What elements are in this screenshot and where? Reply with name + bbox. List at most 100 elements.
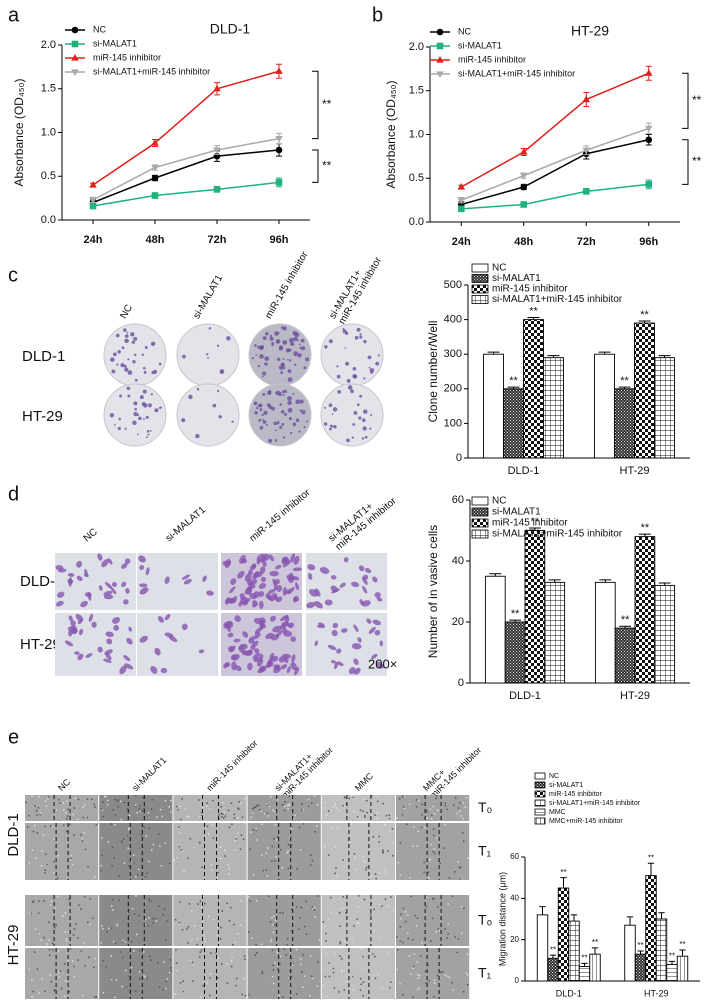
speckle	[447, 903, 450, 905]
speckle	[456, 812, 458, 815]
colony	[359, 335, 363, 339]
speckle	[103, 795, 106, 798]
cell	[307, 572, 313, 580]
speckle	[438, 976, 441, 979]
speckle	[135, 875, 137, 878]
speckle	[301, 809, 303, 811]
error-bar	[570, 914, 578, 922]
speckle	[80, 834, 82, 836]
speckle	[143, 975, 145, 977]
speckle	[434, 982, 436, 984]
cell	[105, 631, 114, 638]
speckle	[432, 897, 434, 900]
speckle	[51, 942, 54, 945]
speckle	[152, 917, 154, 920]
speckle	[314, 916, 316, 918]
series-line	[460, 127, 649, 201]
speckle	[83, 832, 86, 834]
speckle	[328, 975, 331, 978]
speckle	[399, 940, 401, 942]
colony	[262, 420, 267, 424]
error-bar	[549, 954, 557, 959]
cell	[237, 570, 245, 579]
speckle	[114, 824, 116, 826]
point	[275, 179, 283, 186]
speckle	[32, 901, 34, 903]
cell	[248, 638, 255, 644]
legend-label: si-MALAT1+miR-145 inhibitor	[492, 294, 623, 305]
speckle	[377, 800, 379, 803]
legend-swatch	[534, 817, 546, 825]
speckle	[342, 804, 344, 807]
speckle	[274, 924, 276, 926]
speckle	[436, 837, 438, 839]
speckle	[221, 816, 223, 818]
cell	[68, 629, 73, 637]
speckle	[252, 807, 254, 810]
colony	[265, 331, 269, 336]
bracket	[682, 139, 689, 185]
colony	[275, 429, 278, 432]
speckle	[208, 808, 211, 810]
error-bar	[591, 947, 599, 955]
speckle	[199, 951, 202, 953]
speckle	[145, 835, 148, 837]
speckle	[466, 953, 469, 956]
x-tick-label: 24h	[84, 234, 103, 246]
speckle	[418, 975, 421, 977]
speckle	[135, 933, 138, 936]
speckle	[114, 942, 117, 944]
speckle	[87, 921, 89, 924]
speckle	[324, 801, 327, 804]
speckle	[339, 955, 341, 957]
cell	[376, 661, 384, 669]
speckle	[301, 803, 303, 805]
cell	[77, 653, 84, 661]
legend-label: NC	[492, 263, 506, 274]
colony	[275, 392, 278, 395]
legend-label: NC	[93, 24, 106, 34]
speckle	[146, 977, 148, 980]
cell	[242, 598, 251, 605]
speckle	[173, 948, 175, 951]
speckle	[139, 978, 141, 980]
speckle	[73, 976, 76, 978]
cell	[88, 613, 94, 623]
bar	[634, 322, 655, 459]
speckle	[73, 965, 75, 968]
speckle	[238, 808, 240, 810]
speckle	[269, 941, 272, 943]
cell	[123, 599, 129, 605]
speckle	[459, 810, 461, 813]
speckle	[164, 842, 166, 844]
panel-label: e	[8, 726, 19, 748]
cell	[183, 578, 192, 585]
speckle	[50, 825, 52, 827]
speckle	[256, 951, 258, 954]
speckle	[270, 939, 272, 941]
cell	[258, 591, 265, 597]
speckle	[69, 948, 72, 950]
speckle	[433, 996, 435, 998]
series-line	[461, 139, 649, 206]
x-tick-label: HT-29	[644, 988, 669, 998]
speckle	[401, 795, 404, 797]
colony	[257, 345, 261, 349]
speckle	[339, 941, 341, 943]
speckle	[140, 834, 143, 836]
cell	[270, 615, 277, 622]
speckle	[50, 980, 52, 983]
speckle	[278, 994, 280, 997]
speckle	[434, 852, 436, 855]
cell	[293, 555, 300, 565]
speckle	[82, 816, 85, 819]
colony	[262, 371, 267, 376]
speckle	[175, 949, 177, 951]
legend-swatch	[534, 772, 546, 780]
colony	[132, 360, 136, 364]
speckle	[210, 952, 212, 955]
speckle	[333, 987, 336, 989]
colony	[120, 363, 125, 368]
speckle	[295, 993, 298, 995]
